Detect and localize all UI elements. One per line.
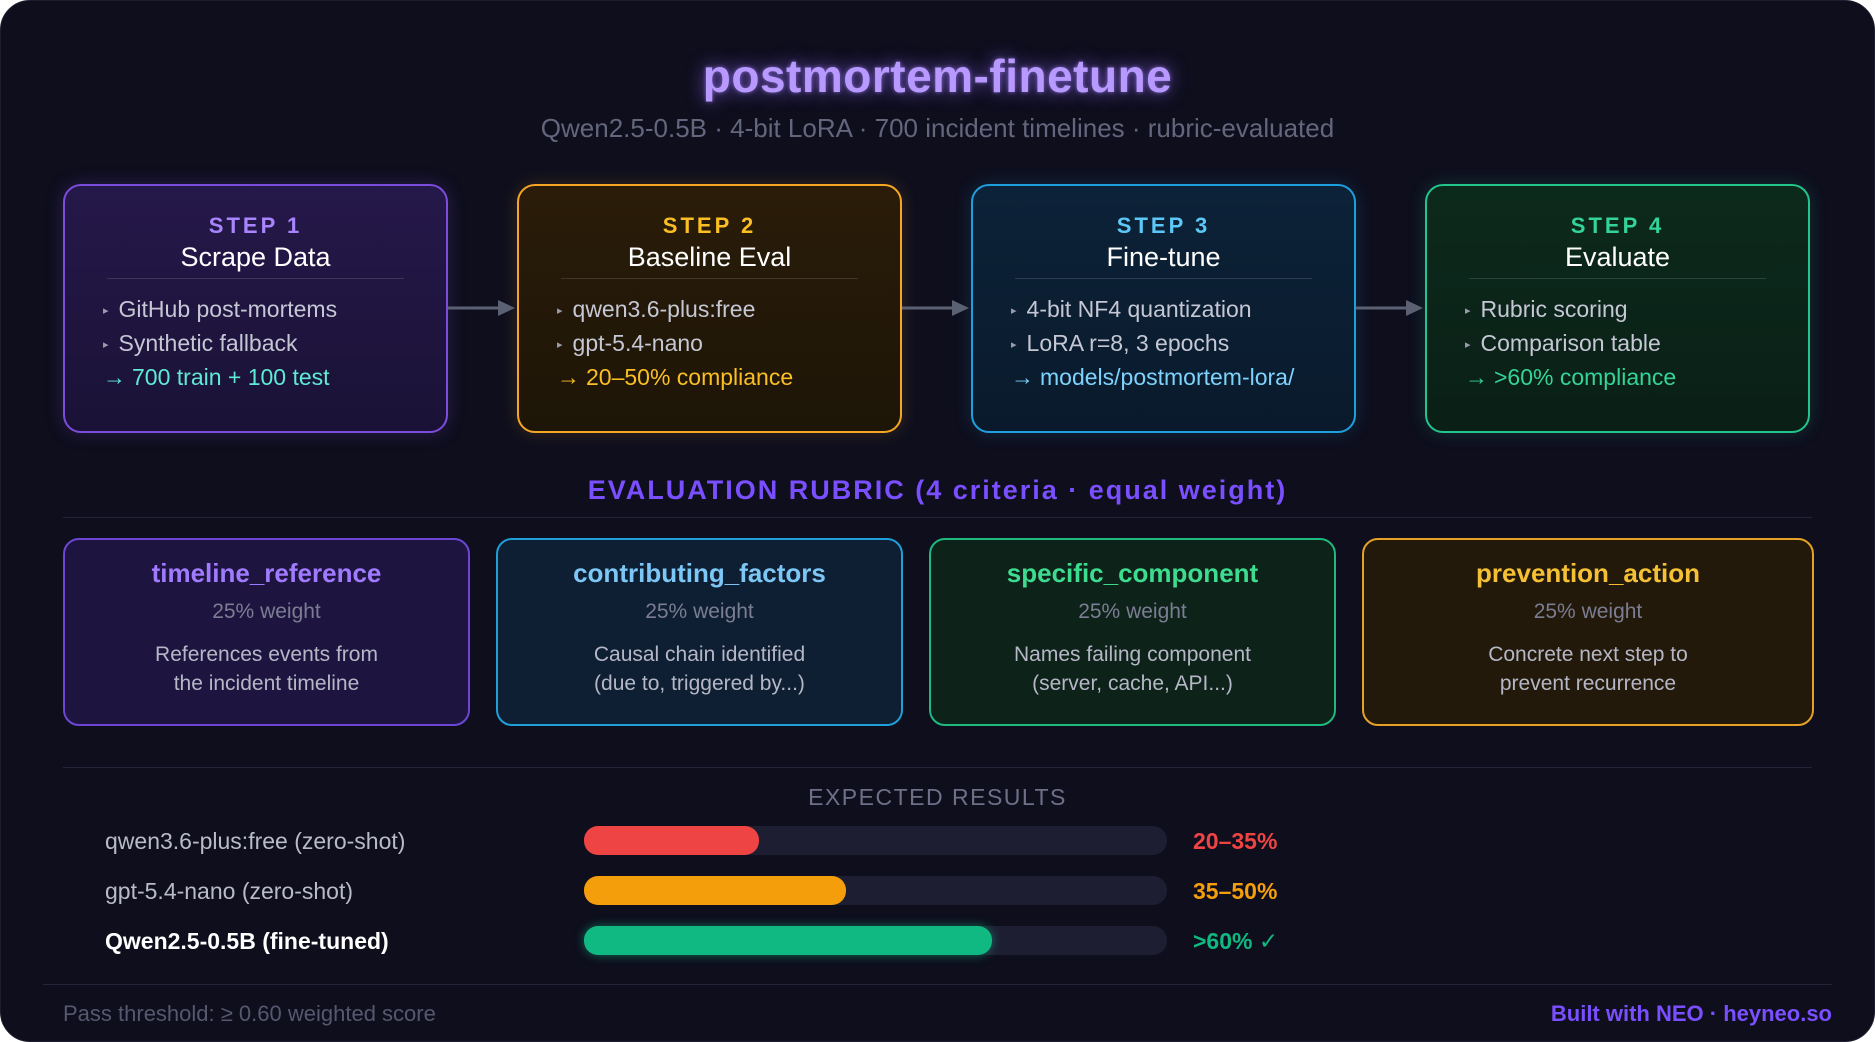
step-label: STEP 1 [208, 213, 303, 238]
result-bar-fill [584, 876, 847, 905]
step-item: ▸ Rubric scoring [1465, 296, 1628, 322]
result-value: 20–35% [1193, 828, 1278, 854]
criterion-card-specific-component: specific_component 25% weight Names fail… [929, 538, 1336, 726]
connector-arrow-icon [902, 300, 969, 316]
criterion-card-prevention-action: prevention_action 25% weight Concrete ne… [1362, 538, 1814, 726]
step-divider [107, 278, 404, 279]
criterion-name: contributing_factors [573, 558, 826, 588]
step-name: Evaluate [1564, 242, 1671, 272]
step-item: ▸ LoRA r=8, 3 epochs [1011, 330, 1230, 356]
connector-arrow-icon [448, 300, 515, 316]
footer-threshold-note: Pass threshold: ≥ 0.60 weighted score [63, 1001, 436, 1026]
step-output: → 20–50% compliance [557, 364, 794, 390]
result-bar-track [584, 826, 1167, 855]
criterion-description: Causal chain identified (due to, triggere… [593, 643, 806, 695]
page-title: postmortem-finetune [702, 50, 1173, 102]
step-divider [1469, 278, 1766, 279]
arrow-right-icon: → [1011, 364, 1034, 390]
criterion-weight: 25% weight [212, 600, 321, 623]
bullet-icon: ▸ [103, 305, 109, 317]
bullet-icon: ▸ [1465, 339, 1471, 351]
step-card-scrape-data: STEP 1 Scrape Data ▸ GitHub post-mortems … [63, 184, 448, 433]
arrow-right-icon: → [557, 364, 580, 390]
bullet-icon: ▸ [1011, 339, 1017, 351]
footer-credit-link[interactable]: Built with NEO · heyneo.so [1550, 1001, 1832, 1026]
step-item: ▸ gpt-5.4-nano [557, 330, 703, 356]
page-subtitle: Qwen2.5-0.5B · 4-bit LoRA · 700 incident… [540, 113, 1335, 143]
criterion-card-contributing-factors: contributing_factors 25% weight Causal c… [496, 538, 903, 726]
step-item: ▸ Comparison table [1465, 330, 1661, 356]
bullet-icon: ▸ [1011, 305, 1017, 317]
connector-arrow-icon [1356, 300, 1423, 316]
result-label: qwen3.6-plus:free (zero-shot) [105, 828, 406, 854]
results-title: EXPECTED RESULTS [808, 784, 1067, 810]
criterion-name: specific_component [1006, 558, 1259, 588]
step-output: → 700 train + 100 test [103, 364, 330, 390]
bullet-icon: ▸ [557, 305, 563, 317]
criterion-weight: 25% weight [1533, 600, 1643, 623]
step-label: STEP 3 [1116, 213, 1211, 238]
step-card-baseline-eval: STEP 2 Baseline Eval ▸ qwen3.6-plus:free … [517, 184, 902, 433]
result-label: gpt-5.4-nano (zero-shot) [105, 878, 354, 904]
divider [63, 767, 1812, 768]
step-item: ▸ 4-bit NF4 quantization [1011, 296, 1252, 322]
bullet-icon: ▸ [557, 339, 563, 351]
bullet-icon: ▸ [103, 339, 109, 351]
step-name: Scrape Data [180, 242, 331, 272]
criterion-name: prevention_action [1476, 558, 1700, 588]
step-name: Baseline Eval [627, 242, 792, 272]
result-value: 35–50% [1193, 878, 1278, 904]
rubric-title: EVALUATION RUBRIC (4 criteria · equal we… [587, 475, 1288, 505]
criterion-description: Concrete next step to prevent recurrence [1488, 643, 1688, 695]
step-divider [1015, 278, 1312, 279]
step-label: STEP 4 [1570, 213, 1665, 238]
criterion-weight: 25% weight [1078, 600, 1187, 623]
step-divider [561, 278, 858, 279]
result-bar-track [584, 926, 1167, 955]
divider [63, 517, 1812, 518]
result-label: Qwen2.5-0.5B (fine-tuned) [105, 928, 389, 954]
step-card-evaluate: STEP 4 Evaluate ▸ Rubric scoring ▸ Compari… [1425, 184, 1810, 433]
bullet-icon: ▸ [1465, 305, 1471, 317]
step-output: → >60% compliance [1465, 364, 1677, 390]
criterion-card-timeline-reference: timeline_reference 25% weight References… [63, 538, 470, 726]
step-item: ▸ Synthetic fallback [103, 330, 298, 356]
step-output: → models/postmortem-lora/ [1011, 364, 1295, 390]
result-value: >60% ✓ [1193, 928, 1279, 954]
result-bar-track [584, 876, 1167, 905]
criterion-description: Names failing component (server, cache, A… [1014, 643, 1251, 695]
arrow-right-icon: → [103, 364, 126, 390]
step-card-fine-tune: STEP 3 Fine-tune ▸ 4-bit NF4 quantization… [971, 184, 1356, 433]
criterion-name: timeline_reference [151, 558, 382, 588]
result-bar-fill [584, 926, 993, 955]
step-item: ▸ GitHub post-mortems [103, 296, 338, 322]
step-name: Fine-tune [1106, 242, 1221, 272]
criterion-description: References events from the incident timel… [155, 643, 378, 695]
arrow-right-icon: → [1465, 364, 1488, 390]
criterion-weight: 25% weight [645, 600, 754, 623]
divider [43, 984, 1832, 985]
step-label: STEP 2 [662, 213, 757, 238]
result-bar-fill [584, 826, 759, 855]
step-item: ▸ qwen3.6-plus:free [557, 296, 756, 322]
